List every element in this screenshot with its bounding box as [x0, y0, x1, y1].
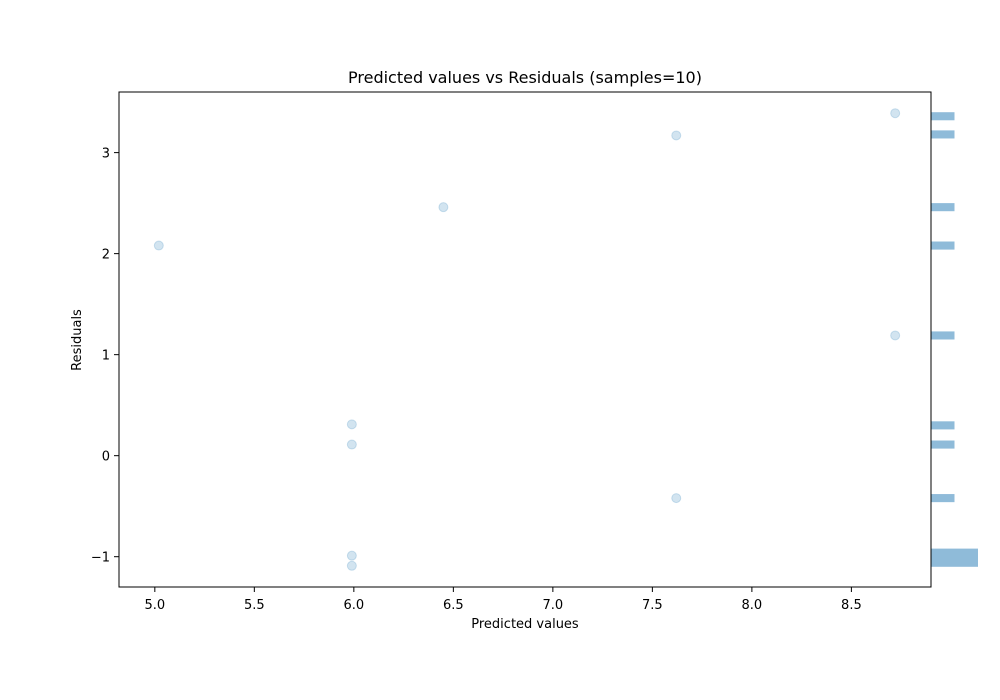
y-tick-label: 1 — [102, 349, 110, 364]
x-tick-label: 8.5 — [841, 598, 862, 613]
chart-title: Predicted values vs Residuals (samples=1… — [348, 68, 702, 87]
scatter-point — [890, 108, 901, 119]
axis-ticks: 5.0 5.5 6.0 6.5 7.0 7.5 8.0 8.5 −1 0 1 2 3 — [91, 147, 862, 613]
marginal-histogram — [931, 112, 978, 567]
scatter-point — [890, 330, 901, 341]
scatter-point — [671, 130, 682, 141]
x-tick-label: 8.0 — [742, 598, 763, 613]
scatter-point — [153, 240, 164, 251]
histogram-bar — [931, 203, 955, 212]
scatter-point — [671, 493, 682, 504]
y-tick-label: 0 — [102, 450, 110, 465]
scatter-points — [153, 108, 901, 571]
histogram-bar — [931, 130, 955, 139]
scatter-point — [346, 560, 357, 571]
x-tick-label: 5.5 — [244, 598, 265, 613]
plot-area-frame — [118, 91, 932, 588]
x-tick-label: 6.0 — [343, 598, 364, 613]
scatter-point — [346, 439, 357, 450]
scatter-point — [346, 419, 357, 430]
x-axis-label: Predicted values — [471, 617, 579, 632]
x-tick-label: 5.0 — [144, 598, 165, 613]
histogram-bar — [931, 548, 978, 567]
x-tick-label: 6.5 — [443, 598, 464, 613]
scatter-point — [346, 550, 357, 561]
y-tick-label: −1 — [91, 551, 110, 566]
y-tick-label: 2 — [102, 248, 110, 263]
y-axis-label: Residuals — [70, 309, 85, 371]
histogram-bar — [931, 440, 955, 449]
scatter-point — [438, 202, 449, 213]
histogram-bar — [931, 112, 955, 121]
y-tick-label: 3 — [102, 147, 110, 162]
histogram-bar — [931, 421, 955, 430]
histogram-bar — [931, 331, 955, 340]
histogram-bar — [931, 494, 955, 503]
x-tick-label: 7.0 — [543, 598, 564, 613]
x-tick-label: 7.5 — [642, 598, 663, 613]
histogram-bar — [931, 241, 955, 250]
